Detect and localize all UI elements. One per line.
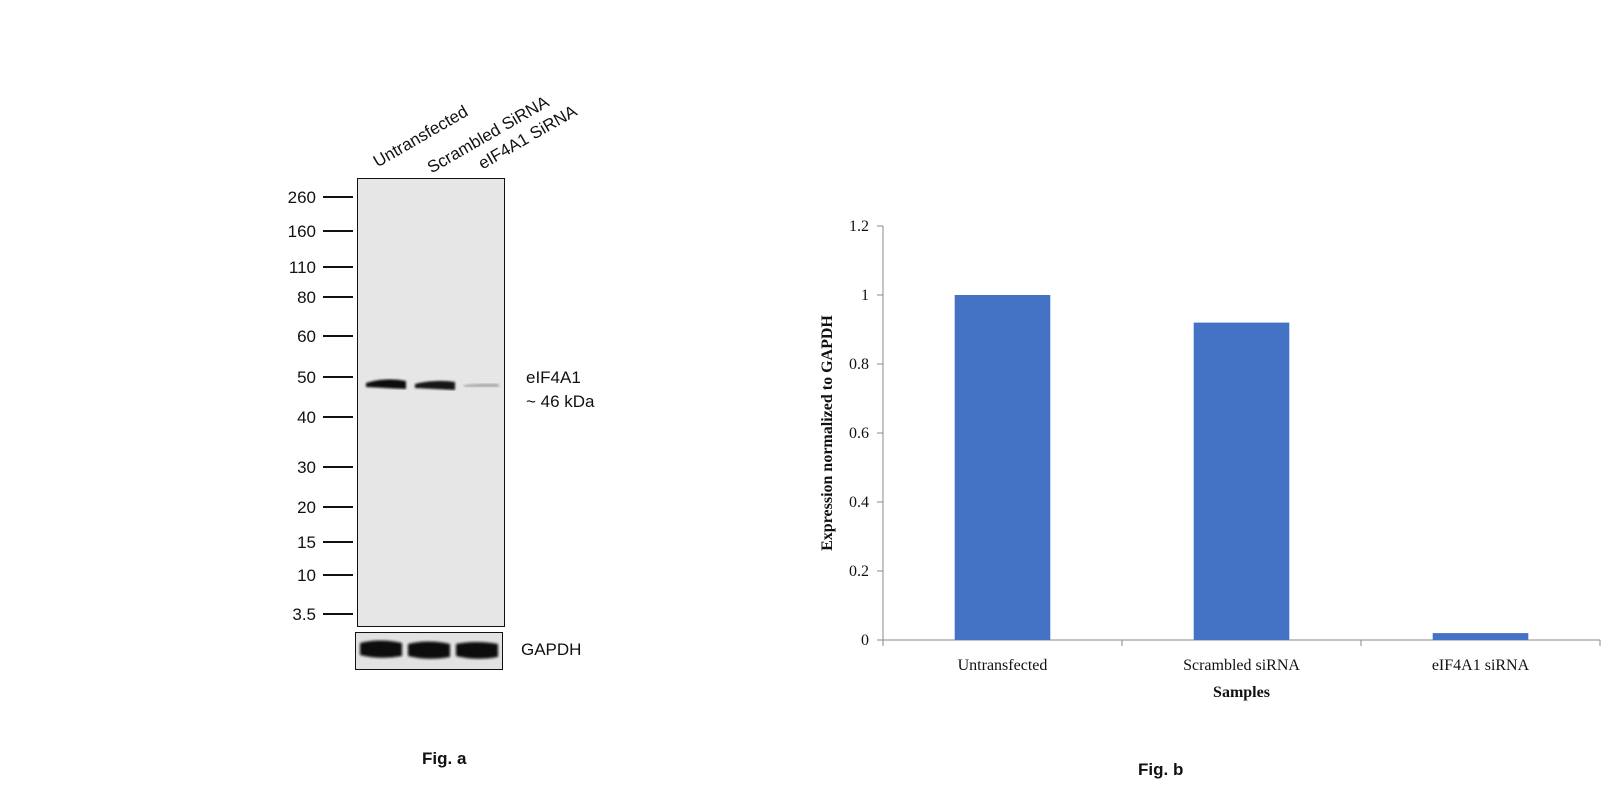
figure-a-caption: Fig. a: [422, 749, 467, 768]
y-tick-label: 0.4: [849, 494, 869, 511]
mw-marker-label: 3.5: [292, 605, 316, 624]
mw-marker-tick: [323, 574, 353, 576]
bar: [1193, 322, 1290, 640]
gapdh-bands: [360, 640, 498, 659]
y-axis-title: Expression normalized to GAPDH: [819, 315, 836, 551]
mw-marker-tick: [323, 541, 353, 543]
y-tick-label: 1: [861, 287, 869, 304]
mw-marker-tick: [323, 376, 353, 378]
mw-marker-label: 160: [287, 222, 316, 241]
y-tick-label: 0: [861, 632, 869, 649]
y-tick-label: 0.8: [849, 356, 869, 373]
y-tick-label: 1.2: [849, 218, 869, 235]
mw-marker-tick: [323, 466, 353, 468]
mw-marker-label: 80: [297, 288, 316, 307]
mw-marker-label: 260: [287, 188, 316, 207]
mw-marker-tick: [323, 296, 353, 298]
figure-b-caption: Fig. b: [1138, 760, 1184, 779]
x-tick-label: Untransfected: [958, 657, 1048, 674]
gapdh-band-untransfected: [360, 640, 402, 658]
mw-marker-tick: [323, 613, 353, 615]
mw-marker-label: 20: [297, 498, 316, 517]
band-untransfected: [366, 379, 406, 389]
x-axis-title: Samples: [1213, 684, 1270, 701]
mw-marker-tick: [323, 335, 353, 337]
mw-marker-label: 40: [297, 408, 316, 427]
mw-marker-tick: [323, 416, 353, 418]
mw-marker-label: 10: [297, 566, 316, 585]
bar: [1432, 633, 1529, 640]
gapdh-label: GAPDH: [521, 640, 582, 659]
y-tick-label: 0.6: [849, 425, 869, 442]
mw-marker-label: 30: [297, 458, 316, 477]
bar: [954, 295, 1051, 640]
blot-membrane-gapdh: [355, 632, 503, 670]
mw-marker-label: 110: [288, 258, 316, 277]
mw-marker-label: 50: [297, 368, 316, 387]
x-tick-label: eIF4A1 siRNA: [1432, 657, 1530, 674]
mw-marker-label: 15: [297, 533, 316, 552]
blot-membrane-eif4a1: [357, 178, 505, 627]
x-tick-label: Scrambled siRNA: [1183, 657, 1300, 674]
gapdh-band-scrambled-sirna: [408, 641, 450, 659]
band-eif4a1-sirna: [464, 383, 499, 387]
mw-marker-tick: [323, 506, 353, 508]
mw-marker-tick: [323, 266, 353, 268]
band-label-protein: eIF4A1: [526, 368, 581, 387]
y-tick-label: 0.2: [849, 563, 869, 580]
mw-marker-label: 60: [297, 327, 316, 346]
gapdh-band-eif4a1-sirna: [456, 642, 498, 659]
blot-bands: [366, 379, 499, 390]
mw-marker-tick: [323, 230, 353, 232]
mw-marker-tick: [323, 196, 353, 198]
band-scrambled-sirna: [415, 380, 455, 390]
band-label-size: ~ 46 kDa: [526, 392, 595, 411]
